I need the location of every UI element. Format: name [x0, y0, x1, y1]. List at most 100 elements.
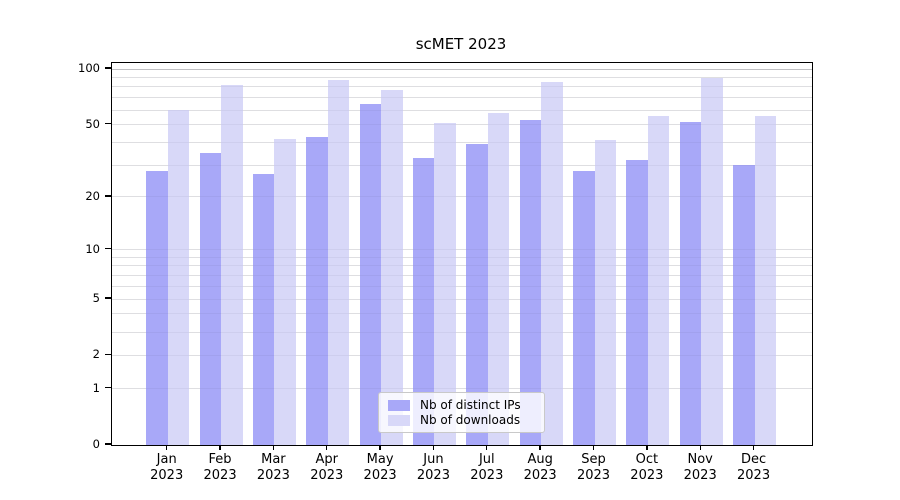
gridline	[112, 256, 812, 258]
gridline-overlay	[112, 164, 812, 166]
x-tick-label: Dec 2023	[722, 452, 786, 484]
y-tick-mark	[105, 67, 111, 69]
x-tick-label: Mar 2023	[241, 452, 305, 484]
bar-downloads-feb	[221, 84, 243, 445]
bar-ips-aug	[519, 120, 542, 445]
gridline	[112, 109, 812, 111]
gridline-overlay	[112, 256, 812, 258]
x-tick-year: 2023	[470, 468, 504, 483]
x-tick-label: Feb 2023	[188, 452, 252, 484]
bar-ips-oct	[626, 160, 648, 445]
gridline-overlay	[112, 97, 812, 99]
gridline	[112, 275, 812, 277]
x-tick-mark	[539, 445, 541, 450]
x-tick-month: Apr	[315, 452, 339, 467]
gridline	[112, 141, 812, 143]
gridline	[112, 388, 812, 390]
x-tick-month: Aug	[527, 452, 553, 467]
gridline-overlay	[112, 196, 812, 198]
bar-ips-dec	[733, 165, 755, 445]
bar-downloads-nov	[701, 78, 723, 445]
legend-item-distinct-ips: Nb of distinct IPs	[388, 398, 535, 413]
x-tick-year: 2023	[737, 468, 771, 483]
x-tick-mark	[646, 445, 648, 450]
x-tick-mark	[592, 445, 595, 450]
x-tick-year: 2023	[363, 468, 397, 483]
gridline-overlay	[112, 141, 812, 143]
x-tick-mark	[699, 445, 701, 450]
x-tick-year: 2023	[630, 468, 664, 483]
x-tick-mark	[486, 445, 488, 450]
x-tick-month: Feb	[208, 452, 232, 467]
gridline	[112, 285, 812, 287]
bar-downloads-sep	[594, 140, 616, 445]
y-tick-mark	[105, 122, 111, 125]
gridline-overlay	[112, 265, 812, 267]
gridline-overlay	[112, 86, 812, 88]
x-tick-month: Nov	[687, 452, 713, 467]
gridline-overlay	[112, 68, 812, 70]
y-tick-label: 5	[92, 291, 100, 306]
x-tick-year: 2023	[576, 468, 611, 483]
x-tick-year: 2023	[416, 468, 450, 483]
gridline	[112, 68, 812, 70]
x-tick-mark	[326, 445, 328, 450]
gridline	[112, 298, 812, 300]
gridline-overlay	[112, 76, 812, 78]
x-tick-label: Jan 2023	[135, 452, 199, 484]
gridline-overlay	[112, 298, 812, 300]
bar-ips-nov	[679, 121, 702, 445]
y-tick-label: 20	[85, 188, 100, 203]
chart-title: scMET 2023	[415, 35, 507, 53]
x-tick-year: 2023	[310, 468, 344, 483]
bar-downloads-may	[381, 90, 403, 445]
gridline	[112, 249, 812, 251]
bar-downloads-oct	[647, 115, 670, 445]
plot-area	[111, 62, 813, 446]
gridline	[112, 354, 812, 356]
x-tick-mark	[219, 445, 221, 450]
y-tick-mark	[105, 297, 111, 299]
x-tick-mark	[432, 445, 435, 450]
y-tick-mark	[105, 195, 111, 197]
gridline-overlay	[112, 354, 812, 356]
y-tick-mark	[105, 247, 111, 250]
bar-downloads-jun	[434, 123, 456, 445]
y-tick-mark	[105, 386, 111, 389]
bar-downloads-jan	[167, 110, 190, 445]
x-tick-month: May	[366, 452, 394, 467]
x-tick-mark	[379, 445, 381, 450]
gridline	[112, 124, 812, 126]
x-tick-month: Dec	[740, 452, 767, 467]
gridline	[112, 196, 812, 198]
x-tick-year: 2023	[150, 468, 184, 483]
y-tick-mark	[105, 353, 111, 356]
x-tick-year: 2023	[256, 468, 290, 483]
bar-downloads-jul	[487, 112, 510, 445]
bar-ips-sep	[573, 170, 595, 445]
x-tick-label: Oct 2023	[615, 452, 679, 484]
legend-swatch-downloads	[388, 415, 410, 426]
x-tick-month: Oct	[635, 452, 659, 467]
gridline-overlay	[112, 109, 812, 111]
bar-ips-mar	[252, 173, 275, 445]
gridline	[112, 265, 812, 267]
gridline	[112, 76, 812, 78]
legend: Nb of distinct IPs Nb of downloads	[378, 392, 545, 433]
gridline-overlay	[112, 285, 812, 287]
bar-ips-jul	[466, 144, 488, 445]
x-tick-month: Mar	[261, 452, 286, 467]
bar-ips-feb	[199, 153, 222, 445]
y-tick-label: 10	[85, 241, 100, 256]
x-tick-label: Aug 2023	[508, 452, 572, 484]
x-tick-month: Jun	[423, 452, 444, 467]
x-tick-month: Sep	[581, 452, 606, 467]
x-tick-label: Jun 2023	[401, 452, 465, 484]
x-tick-year: 2023	[683, 468, 717, 483]
gridline	[112, 97, 812, 99]
x-tick-label: Sep 2023	[562, 452, 626, 484]
bar-downloads-mar	[274, 138, 296, 445]
legend-label-downloads: Nb of downloads	[420, 413, 521, 427]
x-tick-month: Jul	[478, 452, 495, 467]
